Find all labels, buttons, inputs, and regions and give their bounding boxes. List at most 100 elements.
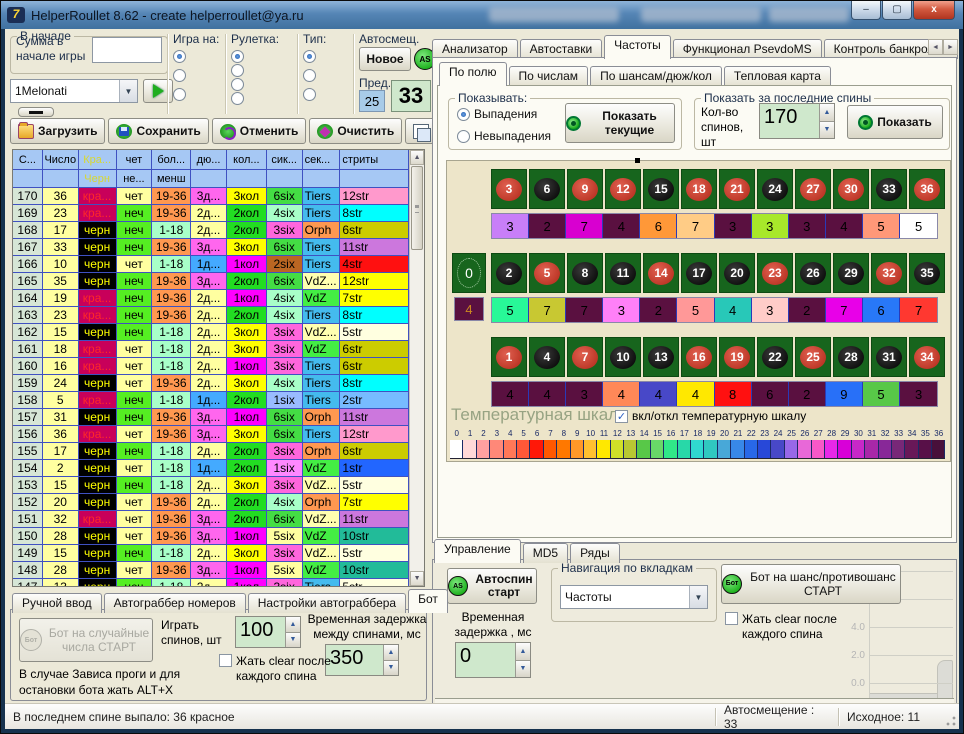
tab-scroll-right-icon[interactable]: ►: [943, 39, 958, 55]
radio-option[interactable]: [173, 69, 219, 82]
radio-option[interactable]: [231, 92, 279, 105]
radio-option[interactable]: [231, 78, 279, 91]
table-row[interactable]: 170 36 кра... чет 19-36 3д... 3кол 6six Tiers 12s…: [13, 188, 410, 205]
table-row[interactable]: 161 18 кра... чет 1-18 2д... 3кол 3six VdZ 6str: [13, 341, 410, 358]
freq-subtab[interactable]: По полю: [439, 62, 507, 86]
play-spins-stepper[interactable]: 100 ▲ ▼: [235, 616, 301, 648]
spin-delay-stepper[interactable]: 350 ▲ ▼: [325, 644, 399, 676]
stepper-up-icon[interactable]: ▲: [820, 104, 834, 122]
spins-count-stepper[interactable]: 170 ▲ ▼: [759, 103, 835, 139]
new-button[interactable]: Новое: [359, 47, 411, 71]
radio-option[interactable]: Выпадения: [457, 107, 551, 121]
tab-scroll-left-icon[interactable]: ◄: [928, 39, 943, 55]
freq-subtab[interactable]: Тепловая карта: [723, 66, 831, 86]
table-row[interactable]: 154 2 черн чет 1-18 1д... 2кол 1six VdZ 1str: [13, 460, 410, 477]
control-tab[interactable]: Ряды: [570, 543, 620, 563]
main-tab[interactable]: Частоты: [604, 35, 671, 59]
table-row[interactable]: 148 28 черн чет 19-36 3д... 1кол 5six VdZ 10str: [13, 562, 410, 579]
radio-icon[interactable]: [231, 64, 244, 77]
table-row[interactable]: 162 15 черн неч 1-18 2д... 3кол 3six VdZ... 5str: [13, 324, 410, 341]
radio-option[interactable]: [173, 88, 219, 101]
table-row[interactable]: 160 16 кра... чет 1-18 2д... 1кол 3six Tiers 6str: [13, 358, 410, 375]
radio-icon[interactable]: [303, 50, 316, 63]
clear-after-spin-checkbox[interactable]: Жать clear после каждого спина: [725, 612, 865, 642]
table-row[interactable]: 164 19 кра... неч 19-36 2д... 1кол 4six VdZ 7str: [13, 290, 410, 307]
freq-subtab[interactable]: По шансам/дюж/кол: [590, 66, 722, 86]
random-bot-start-button[interactable]: Бот Бот на случайные числа СТАРТ: [19, 618, 153, 662]
chevron-down-icon[interactable]: ▼: [119, 80, 137, 102]
table-row[interactable]: 167 33 черн неч 19-36 3д... 3кол 6six Tiers 11str: [13, 239, 410, 256]
table-row[interactable]: 150 28 черн чет 19-36 3д... 1кол 5six VdZ 10str: [13, 528, 410, 545]
open-folder-button[interactable]: Загрузить: [10, 118, 106, 144]
table-row[interactable]: 166 10 черн чет 1-18 1д... 1кол 2six Tiers 4str: [13, 256, 410, 273]
radio-option[interactable]: [231, 50, 279, 63]
radio-icon[interactable]: [303, 69, 316, 82]
table-row[interactable]: 155 17 черн неч 1-18 2д... 2кол 3six Orph 6str: [13, 443, 410, 460]
checkbox-icon[interactable]: ✓: [615, 409, 628, 423]
clear-button[interactable]: Очистить: [309, 118, 403, 144]
chevron-down-icon[interactable]: ▼: [689, 586, 707, 608]
radio-icon[interactable]: [231, 92, 244, 105]
clear-after-spin-checkbox[interactable]: Жать clear после каждого спина: [219, 654, 359, 684]
scroll-up-icon[interactable]: ▲: [410, 150, 424, 165]
nav-combobox[interactable]: Частоты ▼: [560, 585, 708, 609]
control-tab[interactable]: MD5: [522, 543, 569, 563]
maximize-button[interactable]: ▢: [882, 1, 912, 20]
radio-icon[interactable]: [173, 88, 186, 101]
undo-button[interactable]: Отменить: [211, 118, 307, 144]
checkbox-icon[interactable]: [725, 612, 738, 625]
temperature-toggle[interactable]: ✓ вкл/откл температурную шкалу: [615, 409, 807, 423]
autospin-start-button[interactable]: AS Автоспин старт: [447, 568, 537, 604]
control-tab[interactable]: Управление: [434, 539, 521, 563]
freq-subtab[interactable]: По числам: [508, 66, 589, 86]
table-row[interactable]: 152 20 черн чет 19-36 2д... 2кол 4six Orph 7str: [13, 494, 410, 511]
table-row[interactable]: 156 36 кра... чет 19-36 3д... 3кол 6six Tiers 12s…: [13, 426, 410, 443]
radio-icon[interactable]: [173, 50, 186, 63]
radio-icon[interactable]: [231, 50, 244, 63]
stepper-up-icon[interactable]: ▲: [516, 643, 530, 661]
chance-bot-start-button[interactable]: Бот Бот на шанс/противошанс СТАРТ: [721, 564, 901, 604]
table-row[interactable]: 149 15 черн неч 1-18 2д... 3кол 3six VdZ... 5str: [13, 545, 410, 562]
radio-option[interactable]: [231, 64, 279, 77]
table-row[interactable]: 153 15 черн неч 1-18 2д... 3кол 3six VdZ... 5str: [13, 477, 410, 494]
radio-icon[interactable]: [231, 78, 244, 91]
scroll-down-icon[interactable]: ▼: [410, 571, 424, 586]
table-row[interactable]: 169 23 кра... неч 19-36 2д... 2кол 4six Tiers 8st…: [13, 205, 410, 222]
radio-option[interactable]: [303, 50, 326, 63]
stepper-down-icon[interactable]: ▼: [820, 121, 834, 138]
left-tab[interactable]: Автограббер номеров: [103, 593, 246, 613]
preset-combobox[interactable]: 1Melonati ▼: [10, 79, 138, 103]
table-row[interactable]: 159 24 черн чет 19-36 2д... 3кол 4six Tiers 8str: [13, 375, 410, 392]
show-button[interactable]: Показать: [847, 105, 943, 139]
save-button[interactable]: Сохранить: [108, 118, 209, 144]
table-row[interactable]: 165 35 черн неч 19-36 3д... 2кол 6six VdZ... 12st…: [13, 273, 410, 290]
show-current-button[interactable]: Показать текущие: [565, 103, 675, 143]
radio-icon[interactable]: [457, 129, 470, 143]
radio-option[interactable]: [173, 50, 219, 63]
delay-stepper[interactable]: 0 ▲ ▼: [455, 642, 531, 678]
close-button[interactable]: x: [913, 1, 955, 20]
dash-button[interactable]: [18, 107, 54, 117]
radio-icon[interactable]: [303, 88, 316, 101]
table-row[interactable]: 157 31 черн неч 19-36 3д... 1кол 6six Orph 11str: [13, 409, 410, 426]
left-tab[interactable]: Настройки автограббера: [247, 593, 407, 613]
radio-option[interactable]: Невыпадения: [457, 129, 551, 143]
scrollbar-thumb[interactable]: [411, 166, 423, 250]
start-sum-input[interactable]: [92, 37, 162, 63]
radio-icon[interactable]: [173, 69, 186, 82]
table-row[interactable]: 151 32 кра... чет 19-36 3д... 2кол 6six VdZ... 11…: [13, 511, 410, 528]
radio-option[interactable]: [303, 69, 326, 82]
radio-icon[interactable]: [457, 107, 470, 121]
stepper-up-icon[interactable]: ▲: [384, 645, 398, 661]
play-button[interactable]: [143, 79, 173, 103]
vertical-scrollbar[interactable]: ▲ ▼: [409, 150, 424, 586]
main-tab[interactable]: Автоставки: [519, 39, 603, 59]
stepper-down-icon[interactable]: ▼: [286, 632, 300, 647]
main-tab[interactable]: Функционал PsevdoMS: [672, 39, 822, 59]
minimize-button[interactable]: –: [851, 1, 881, 20]
resize-grip[interactable]: [945, 715, 957, 727]
table-row[interactable]: 168 17 черн неч 1-18 2д... 2кол 3six Orph 6str: [13, 222, 410, 239]
stepper-down-icon[interactable]: ▼: [384, 660, 398, 675]
main-tab[interactable]: Анализатор: [432, 39, 518, 59]
